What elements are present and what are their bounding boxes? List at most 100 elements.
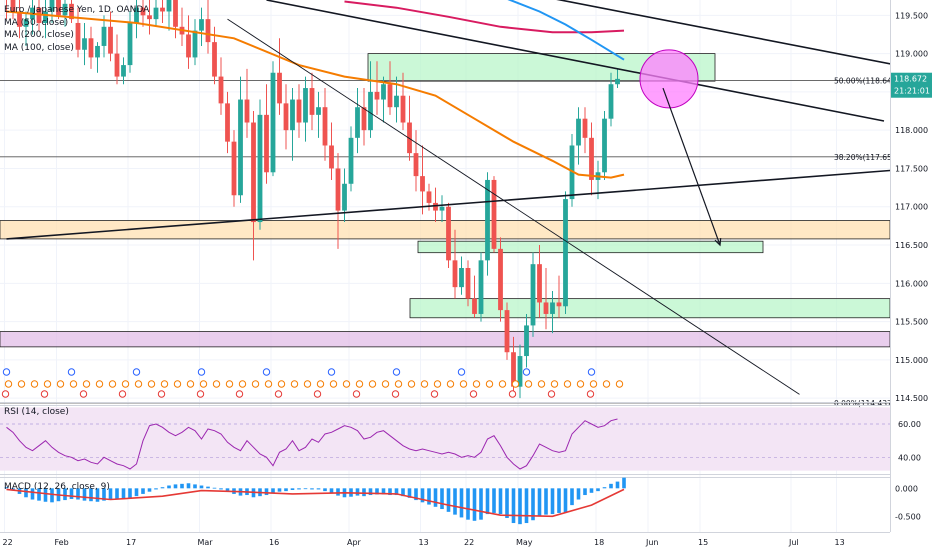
trend-line <box>556 0 890 65</box>
macd-bar <box>264 488 269 496</box>
macd-bar <box>30 488 35 500</box>
event-dividend-icon <box>472 380 481 388</box>
candle-body <box>550 302 555 314</box>
candle-body <box>283 103 289 131</box>
candle-body <box>134 7 139 23</box>
candle-body <box>43 11 48 23</box>
macd-bar <box>537 488 542 516</box>
macd-bar <box>193 484 197 489</box>
candle-body <box>511 352 516 387</box>
event-dividend-icon <box>69 380 78 388</box>
macd-bar <box>420 488 425 503</box>
event-dividend-icon <box>394 380 403 388</box>
candle-body <box>387 84 393 108</box>
macd-bar <box>381 488 386 495</box>
price-tick-label: 117.500 <box>895 164 928 173</box>
macd-bar <box>485 488 490 515</box>
event-earnings-icon <box>313 390 322 398</box>
event-dividend-icon <box>550 380 559 388</box>
candle-body <box>608 84 614 119</box>
macd-bar <box>524 488 529 524</box>
event-earnings-icon <box>79 390 88 398</box>
chart-legend: Euro / Japanese Yen, 1D, OANDA MA (50, c… <box>4 4 149 54</box>
trend-line <box>266 0 885 122</box>
macd-bar <box>570 488 574 506</box>
macd-bar <box>95 488 100 502</box>
event-dividend-icon <box>17 380 26 388</box>
event-earnings-icon <box>391 390 400 398</box>
time-tick-label: Feb <box>55 538 69 547</box>
macd-bar <box>518 488 522 525</box>
candle-body <box>303 88 308 123</box>
candle-body <box>264 114 269 173</box>
macd-bar <box>609 483 613 489</box>
event-dividend-icon <box>95 380 104 388</box>
event-dividend-icon <box>563 380 572 388</box>
macd-bar <box>219 488 223 490</box>
candle-body <box>602 118 607 173</box>
event-dividend-icon <box>576 380 585 388</box>
candle-body <box>589 137 594 180</box>
candle-body <box>277 72 282 104</box>
event-calendar-icon <box>197 368 206 376</box>
price-tick-label: 119.500 <box>895 11 928 20</box>
event-dividend-icon <box>160 380 169 388</box>
macd-bar <box>602 487 607 489</box>
candle-body <box>374 91 380 100</box>
chart-title: Euro / Japanese Yen, 1D, OANDA <box>4 5 150 15</box>
last-price-badge <box>891 72 932 98</box>
candle-body <box>459 268 464 288</box>
macd-bar <box>82 488 87 501</box>
macd-bar <box>596 488 600 492</box>
macd-bar <box>427 488 431 505</box>
event-dividend-icon <box>30 380 39 388</box>
event-dividend-icon <box>498 380 507 388</box>
macd-bar <box>472 488 477 521</box>
candle-body <box>465 268 471 299</box>
countdown-label: 21:21:01 <box>894 87 930 96</box>
candle-body <box>225 103 230 142</box>
event-dividend-icon <box>186 380 195 388</box>
time-tick-label: Jul <box>788 538 799 547</box>
macd-bar <box>24 488 28 498</box>
time-tick-label: 16 <box>269 538 279 547</box>
price-tick-label: 118.000 <box>895 126 928 135</box>
event-earnings-icon <box>157 390 166 398</box>
candle-body <box>147 15 152 20</box>
candle-body <box>569 145 575 200</box>
event-dividend-icon <box>602 380 611 388</box>
candle-body <box>244 99 250 123</box>
macd-bar <box>368 488 373 496</box>
candle-body <box>530 264 536 326</box>
event-dividend-icon <box>290 380 299 388</box>
time-tick-label: 18 <box>594 538 604 547</box>
macd-bar <box>160 487 165 489</box>
event-dividend-icon <box>303 380 312 388</box>
candle-body <box>192 30 198 58</box>
macd-bar <box>121 488 126 499</box>
ma200-line <box>344 0 625 34</box>
macd-bar <box>336 488 340 496</box>
candle-body <box>140 7 146 16</box>
event-dividend-icon <box>485 380 494 388</box>
candle-body <box>485 179 490 261</box>
candle-body <box>361 107 367 131</box>
macd-bar <box>290 488 295 490</box>
event-dividend-icon <box>446 380 455 388</box>
event-dividend-icon <box>225 380 234 388</box>
event-dividend-icon <box>173 380 182 388</box>
event-calendar-icon <box>132 368 141 376</box>
event-calendar-icon <box>587 368 596 376</box>
candle-body <box>413 153 419 177</box>
macd-bar <box>544 488 548 515</box>
price-tick-label: 116.500 <box>895 241 928 250</box>
macd-bar <box>154 488 158 490</box>
event-calendar-icon <box>392 368 401 376</box>
candle-body <box>615 78 620 85</box>
event-earnings-icon <box>352 390 361 398</box>
rsi-tick-label: 40.00 <box>898 453 921 462</box>
candle-body <box>342 183 347 211</box>
legend-ma100: MA (100, close) <box>4 42 74 53</box>
zone-purple <box>0 331 891 348</box>
